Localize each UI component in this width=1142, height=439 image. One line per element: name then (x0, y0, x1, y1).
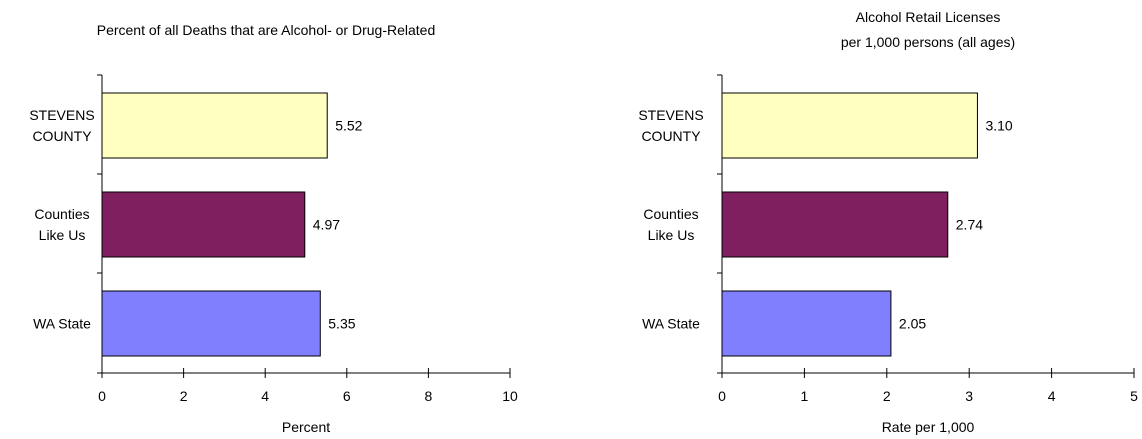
bar-value-label: 4.97 (313, 217, 340, 233)
category-label: Like Us (39, 227, 86, 243)
category-label: COUNTY (641, 128, 701, 144)
x-tick-label: 10 (502, 388, 518, 404)
x-axis-label: Rate per 1,000 (882, 419, 975, 435)
bar-1 (101, 92, 328, 159)
chart-title: Alcohol Retail Licenses (856, 9, 1001, 25)
category-label: Counties (643, 206, 698, 222)
x-tick-label: 4 (1048, 388, 1056, 404)
category-label: STEVENS (638, 107, 703, 123)
chart-title: Percent of all Deaths that are Alcohol- … (97, 22, 436, 38)
x-tick-label: 2 (883, 388, 891, 404)
x-tick-label: 2 (180, 388, 188, 404)
bar-2 (721, 191, 949, 258)
chart-1: Percent of all Deaths that are Alcohol- … (29, 22, 518, 435)
category-label: WA State (33, 316, 91, 332)
bar-value-label: 5.52 (335, 118, 362, 134)
bar-3 (721, 290, 892, 357)
x-tick-label: 5 (1130, 388, 1138, 404)
bar-1 (721, 92, 978, 159)
chart-2: Alcohol Retail Licenses per 1,000 persons… (638, 9, 1138, 435)
category-label: Like Us (648, 227, 695, 243)
x-tick-label: 8 (425, 388, 433, 404)
x-tick-label: 0 (718, 388, 726, 404)
chart-title: per 1,000 persons (all ages) (841, 34, 1015, 50)
x-tick-label: 1 (801, 388, 809, 404)
bar-value-label: 3.10 (985, 118, 1012, 134)
bar-value-label: 5.35 (328, 316, 355, 332)
bar-value-label: 2.05 (899, 316, 926, 332)
category-label: WA State (642, 316, 700, 332)
x-tick-label: 3 (965, 388, 973, 404)
x-tick-label: 0 (98, 388, 106, 404)
x-tick-label: 6 (343, 388, 351, 404)
bar-3 (101, 290, 321, 357)
bar-2 (101, 191, 306, 258)
x-axis-label: Percent (282, 419, 330, 435)
category-label: COUNTY (32, 128, 92, 144)
category-label: STEVENS (29, 107, 94, 123)
category-label: Counties (34, 206, 89, 222)
x-tick-label: 4 (261, 388, 269, 404)
bar-value-label: 2.74 (956, 217, 983, 233)
